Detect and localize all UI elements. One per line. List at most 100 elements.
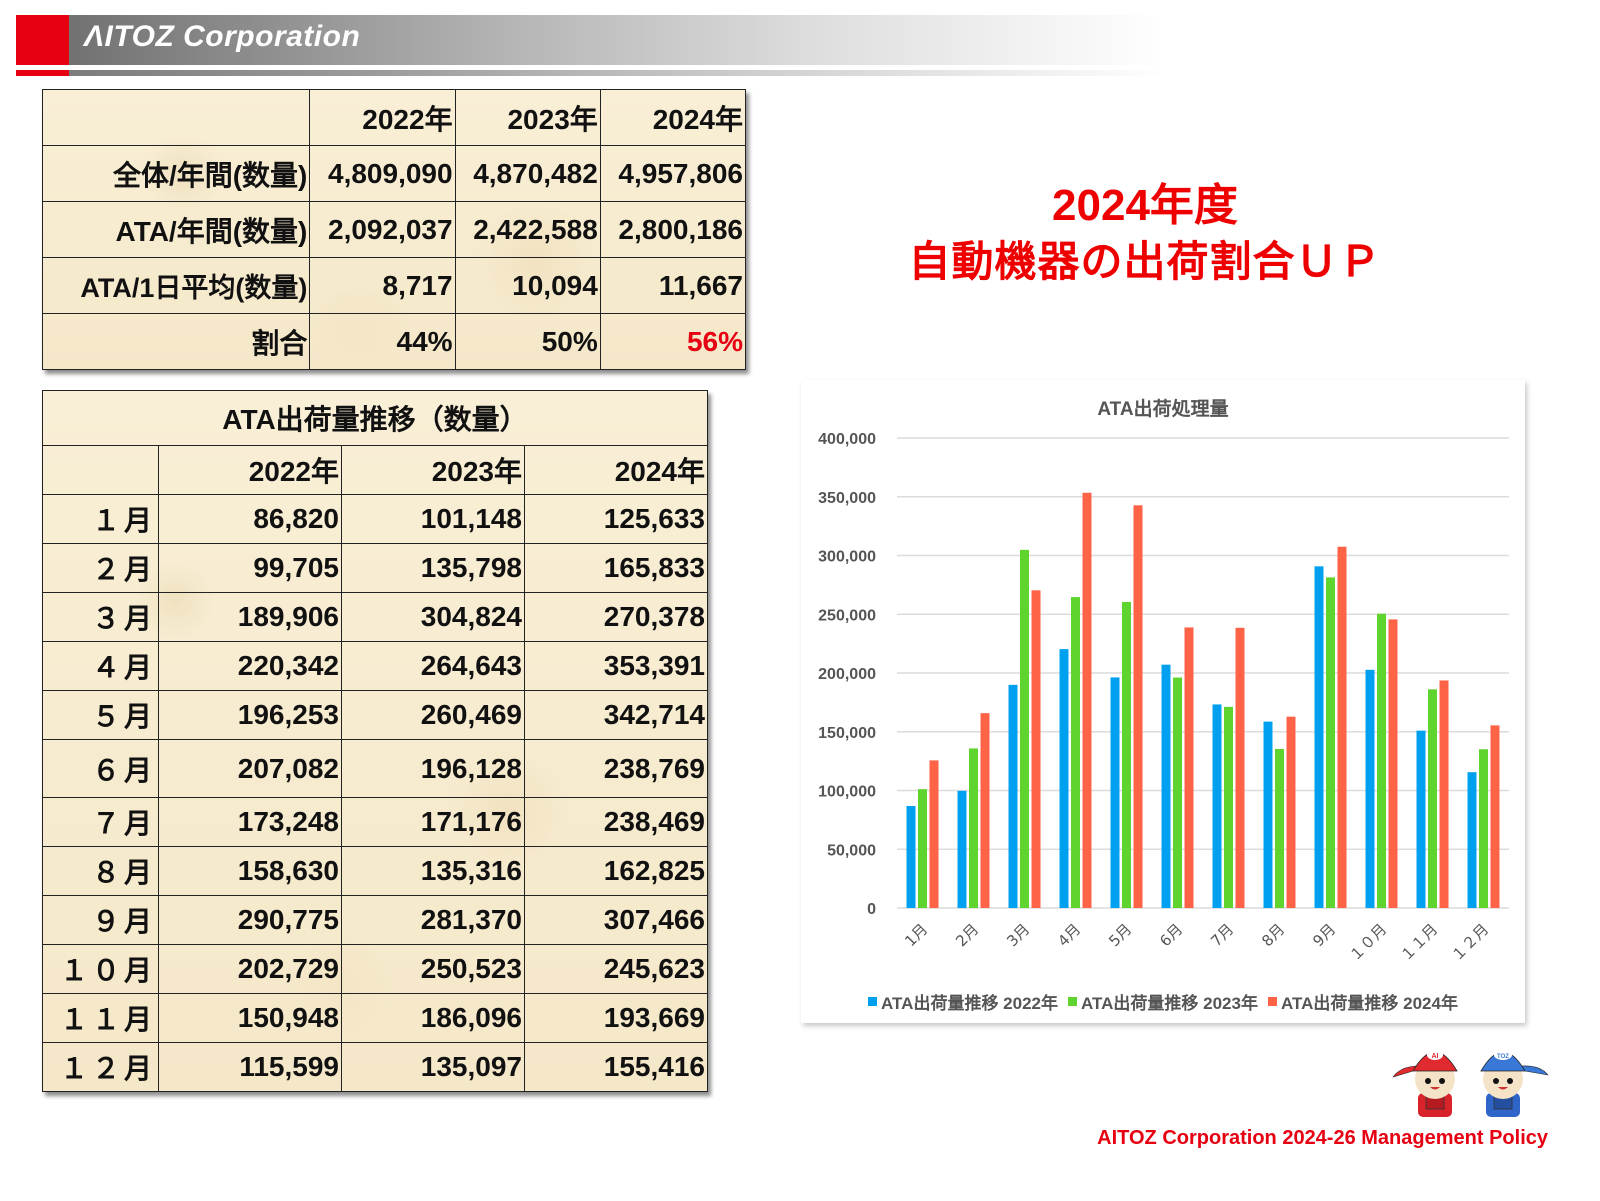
cell: 162,825 <box>524 846 708 896</box>
legend-swatch-icon <box>868 997 878 1006</box>
bar <box>906 805 916 908</box>
headline-line2: 自動機器の出荷割合ＵＰ <box>908 238 1382 285</box>
month-label: ３月 <box>42 592 159 642</box>
bar <box>1173 677 1182 908</box>
bar <box>1224 706 1233 908</box>
cell: 196,253 <box>158 690 342 740</box>
legend-swatch-icon <box>1267 997 1277 1006</box>
monthly-row: ８月 158,630 135,316 162,825 <box>42 846 708 896</box>
cell: 238,769 <box>524 739 708 798</box>
cell: 135,798 <box>341 543 525 593</box>
cell: 220,342 <box>158 641 342 691</box>
monthly-row: ５月 196,253 260,469 342,714 <box>42 690 708 740</box>
monthly-header-blank <box>42 445 159 495</box>
header-underline-red <box>16 70 69 76</box>
cell: 202,729 <box>158 944 342 994</box>
bar <box>1326 577 1335 908</box>
y-tick-label: 400,000 <box>818 431 876 448</box>
company-logo-title: ΛITOZ Corporation <box>84 20 361 53</box>
bar <box>1467 772 1477 908</box>
x-tick-label: 3月 <box>1003 920 1033 950</box>
bar <box>918 789 927 908</box>
legend-label: ATA出荷量推移 2023年 <box>1081 994 1258 1013</box>
bar <box>1263 721 1273 908</box>
cell: 189,906 <box>158 592 342 642</box>
legend-item: ATA出荷量推移 2023年 <box>1068 989 1258 1014</box>
x-tick-label: １０月 <box>1346 920 1391 965</box>
bar <box>1031 590 1041 908</box>
month-label: １０月 <box>42 944 159 994</box>
cell: 125,633 <box>524 494 708 544</box>
cell: 155,416 <box>524 1042 708 1092</box>
monthly-row: ４月 220,342 264,643 353,391 <box>42 641 708 691</box>
cell: 158,630 <box>158 846 342 896</box>
red-mascot-icon: AI <box>1392 1050 1458 1117</box>
cell: 115,599 <box>158 1042 342 1092</box>
month-label: ７月 <box>42 797 159 847</box>
cell: 4,809,090 <box>309 145 456 202</box>
monthly-header-row: 2022年 2023年 2024年 <box>42 445 708 495</box>
cell: 186,096 <box>341 993 525 1043</box>
bar-chart: 0 50,000 100,000 150,000 200,000 250,000 300,0… <box>818 431 1509 965</box>
monthly-row: １２月 115,599 135,097 155,416 <box>42 1042 708 1092</box>
row-label: 割合 <box>41 313 311 370</box>
svg-text:TOZ: TOZ <box>1497 1054 1509 1060</box>
x-tick-label: 4月 <box>1054 920 1084 950</box>
cell: 135,097 <box>341 1042 525 1092</box>
cell: 264,643 <box>341 641 525 691</box>
bar <box>1365 669 1375 908</box>
y-tick-label: 150,000 <box>818 725 876 742</box>
cell: 353,391 <box>524 641 708 691</box>
x-tick-label: 8月 <box>1258 920 1288 950</box>
legend-label: ATA出荷量推移 2022年 <box>881 994 1059 1013</box>
cell: 4,957,806 <box>599 145 747 202</box>
svg-text:AI: AI <box>1432 1053 1439 1060</box>
bar <box>1428 689 1437 908</box>
month-label: ２月 <box>42 543 159 593</box>
summary-row-total: 全体/年間(数量) 4,809,090 4,870,482 4,957,806 <box>41 145 747 202</box>
cell: 10,094 <box>454 257 601 314</box>
y-tick-label: 200,000 <box>818 666 876 683</box>
bar <box>1059 649 1069 908</box>
cell: 281,370 <box>341 895 525 945</box>
bar <box>1275 749 1284 908</box>
cell: 86,820 <box>158 494 342 544</box>
y-tick-label: 300,000 <box>818 549 876 566</box>
row-label: 全体/年間(数量) <box>41 145 311 202</box>
cell: 165,833 <box>524 543 708 593</box>
cell: 245,623 <box>524 944 708 994</box>
bar <box>1235 627 1245 908</box>
cell: 2,800,186 <box>599 201 747 258</box>
header-red-block <box>16 15 69 65</box>
month-label: ６月 <box>42 739 159 798</box>
monthly-row: ７月 173,248 171,176 238,469 <box>42 797 708 847</box>
bar <box>1110 677 1120 908</box>
cell: 171,176 <box>341 797 525 847</box>
legend-item: ATA出荷量推移 2022年 <box>868 989 1058 1014</box>
bar <box>1008 684 1018 908</box>
month-label: １２月 <box>42 1042 159 1092</box>
bar <box>1337 546 1347 908</box>
cell: 270,378 <box>524 592 708 642</box>
legend-swatch-icon <box>1068 997 1078 1006</box>
bar <box>1377 613 1386 908</box>
legend-label: ATA出荷量推移 2024年 <box>1280 994 1458 1013</box>
x-tick-label: 2月 <box>952 920 982 950</box>
monthly-header-2023: 2023年 <box>341 445 525 495</box>
monthly-table-title: ATA出荷量推移（数量） <box>42 390 708 446</box>
bar <box>1071 597 1080 908</box>
cell: 150,948 <box>158 993 342 1043</box>
monthly-header-2024: 2024年 <box>524 445 708 495</box>
summary-row-ratio: 割合 44% 50% 56% <box>41 313 747 370</box>
bar <box>957 790 967 908</box>
bar <box>1479 749 1488 908</box>
monthly-row: ２月 99,705 135,798 165,833 <box>42 543 708 593</box>
summary-table: 2022年 2023年 2024年 全体/年間(数量) 4,809,090 4,… <box>41 89 747 370</box>
month-label: １月 <box>42 494 159 544</box>
cell: 193,669 <box>524 993 708 1043</box>
monthly-title-row: ATA出荷量推移（数量） <box>42 390 708 446</box>
cell: 99,705 <box>158 543 342 593</box>
month-label: ８月 <box>42 846 159 896</box>
bar <box>980 713 990 908</box>
y-tick-label: 350,000 <box>818 490 876 507</box>
